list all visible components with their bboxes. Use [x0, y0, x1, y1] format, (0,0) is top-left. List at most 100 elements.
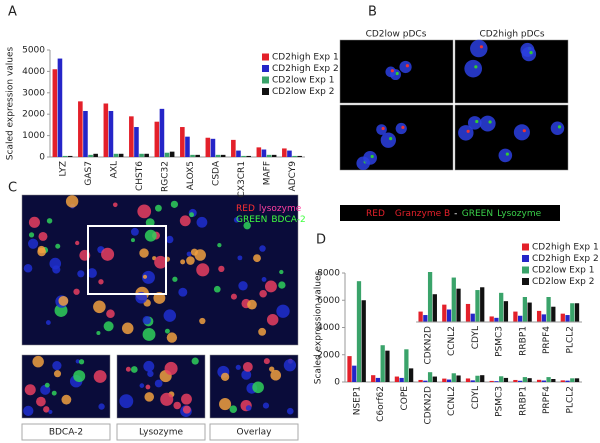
cell [139, 383, 145, 388]
legend-label: CD2low Exp 2 [272, 87, 334, 97]
x-tick-label: AXL [109, 161, 119, 178]
inset-bar [518, 315, 523, 322]
bar [427, 372, 433, 382]
bar [518, 380, 523, 382]
bar [423, 380, 428, 382]
bar [78, 101, 83, 157]
label-box [21, 423, 111, 441]
legend-swatch [522, 255, 529, 262]
bar [536, 379, 542, 382]
inset-bar [442, 304, 447, 322]
panel-label: A [8, 5, 17, 20]
x-tick-label: CHST6 [135, 161, 145, 191]
bar [144, 153, 149, 157]
bar [83, 110, 88, 157]
cell [179, 215, 191, 227]
bar [287, 150, 292, 157]
bar [541, 380, 546, 382]
cell [182, 405, 191, 414]
x-tick-label: RGC32 [160, 161, 170, 192]
micrograph [21, 194, 299, 346]
bar [185, 136, 190, 157]
y-tick-label: 0 [334, 378, 340, 388]
legend-swatch [522, 278, 529, 285]
cell [106, 309, 115, 319]
column-label: CD2high pDCs [479, 30, 544, 40]
cell [269, 366, 275, 372]
bar [231, 139, 236, 157]
bar [361, 300, 366, 382]
cell [145, 384, 151, 390]
cell [144, 229, 157, 242]
micrograph [339, 104, 454, 171]
legend-swatch [522, 266, 529, 274]
bar [399, 377, 404, 382]
legend-swatch [262, 53, 269, 61]
x-tick-label: CX3CR1 [237, 161, 247, 197]
cell [164, 328, 170, 334]
cell [147, 370, 154, 377]
cell [220, 372, 230, 381]
cell [121, 322, 134, 335]
cell [363, 150, 377, 165]
y-tick-label: 8000 [317, 269, 340, 279]
cell [262, 402, 270, 409]
y-tick-label: 1000 [22, 131, 45, 141]
legend-label: CD2high Exp 2 [532, 254, 599, 264]
bar [494, 381, 499, 382]
cell [513, 124, 530, 141]
cell [73, 288, 80, 295]
bar [88, 154, 93, 157]
cell [242, 361, 253, 372]
x-tick-label: PLCL2 [566, 386, 576, 413]
cell [186, 251, 192, 257]
inset-bar [565, 315, 570, 322]
cell [259, 245, 266, 252]
cell [467, 116, 482, 130]
x-tick-label: CCNL2 [447, 386, 457, 416]
cell [75, 240, 80, 246]
bar [560, 380, 565, 382]
cell [479, 115, 496, 132]
x-tick-label: ADCY9 [288, 161, 298, 192]
x-tick-label: COPE [400, 386, 410, 411]
cell [155, 204, 162, 212]
cell [253, 254, 261, 263]
y-axis-title: Scaled expression values [314, 270, 324, 384]
bar [546, 377, 551, 382]
cell [270, 369, 282, 381]
bar [93, 153, 98, 157]
bar [456, 375, 461, 382]
bar [103, 103, 109, 157]
cell [213, 285, 221, 293]
inset-label: PLCL2 [566, 326, 576, 353]
cell [28, 232, 35, 238]
cell [49, 257, 62, 270]
image-label: BDCA-2 [49, 428, 83, 438]
granule [475, 119, 479, 124]
cell [48, 409, 53, 414]
cell [28, 238, 39, 249]
bar [297, 155, 302, 157]
cell [217, 243, 222, 248]
inset-bar [551, 306, 556, 322]
legend-text: GREEN BDCA-2 [236, 215, 306, 225]
granule [370, 154, 374, 159]
cell [278, 281, 286, 289]
inset-bar [499, 292, 504, 322]
inset-bar [470, 313, 475, 322]
bar [404, 349, 409, 382]
cell [252, 381, 264, 394]
cell [54, 303, 68, 317]
zoom-box [87, 225, 167, 295]
bar [159, 108, 165, 157]
y-tick-label: 2000 [22, 110, 45, 120]
bar [266, 154, 272, 157]
inset-bar [418, 311, 423, 322]
bar [241, 155, 246, 157]
cell [276, 304, 290, 318]
inset-bar [536, 310, 542, 322]
granule [529, 51, 533, 55]
bar [210, 138, 216, 157]
